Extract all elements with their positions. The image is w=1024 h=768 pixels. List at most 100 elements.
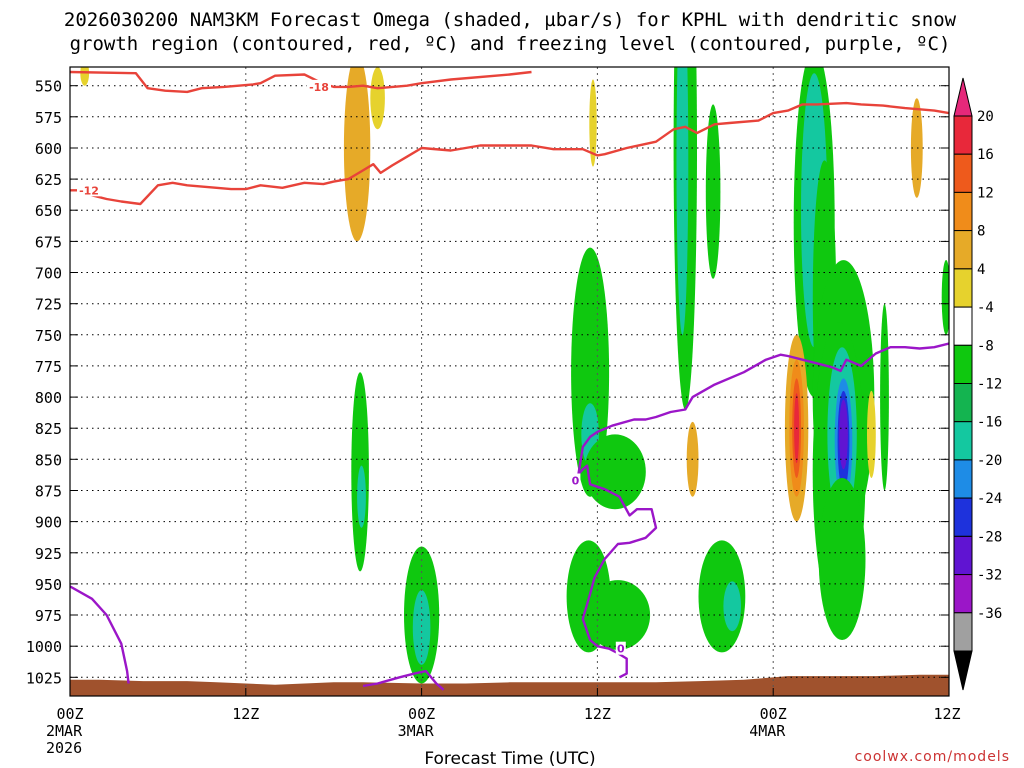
omega-blob-35 (867, 390, 876, 478)
y-tick-label-600: 600 (35, 140, 62, 158)
freezing-contour-1 (362, 669, 445, 691)
y-tick-label-875: 875 (35, 483, 62, 501)
colorbar-swatch-9 (953, 459, 973, 499)
omega-blob-1 (370, 67, 385, 130)
y-axis-ticks: 550 575 600 625 650 675 700 725 750 775 800 825 850 8… (26, 78, 949, 687)
x-tick-date-0: 2MAR (46, 722, 83, 740)
colorbar-label-8: -16 (977, 415, 1002, 431)
colorbar-label-2: 12 (977, 185, 994, 201)
x-tick-label-12: 12Z (232, 705, 259, 723)
colorbar-swatch-12 (953, 574, 973, 614)
ground-surface (70, 674, 949, 696)
x-axis-label: Forecast Time (UTC) (424, 749, 595, 768)
x-tick-date-48: 4MAR (749, 722, 786, 740)
colorbar-swatch-6 (953, 344, 973, 385)
colorbar-label-9: -20 (977, 453, 1002, 469)
y-tick-label-775: 775 (35, 358, 62, 376)
x-tick-date-24: 3MAR (398, 722, 435, 740)
dendritic-contour-1 (70, 101, 949, 206)
colorbar-label-13: -36 (977, 606, 1002, 622)
y-tick-label-825: 825 (35, 420, 62, 438)
colorbar-label-10: -24 (977, 491, 1002, 507)
colorbar-swatch-0 (953, 115, 973, 155)
x-tick-label-36: 12Z (584, 705, 611, 723)
colorbar-swatch-7 (953, 383, 973, 423)
ground-surface-fill (70, 674, 949, 696)
colorbar-swatch-8 (953, 421, 973, 461)
colorbar-label-6: -8 (977, 338, 994, 354)
y-tick-label-800: 800 (35, 389, 62, 407)
colorbar-swatch-1 (953, 153, 973, 193)
x-tick-label-60: 12Z (933, 705, 960, 723)
y-tick-label-975: 975 (35, 607, 62, 625)
y-tick-label-850: 850 (35, 451, 62, 469)
freezing-contour-3 (577, 342, 949, 475)
colorbar-swatch-13 (953, 612, 973, 652)
contour-labels: -18 -12 0 0 (77, 79, 626, 656)
colorbar-swatch-10 (953, 497, 973, 537)
contour-lines (70, 70, 949, 691)
omega-blob-10 (584, 434, 646, 510)
omega-blob-12 (585, 580, 651, 650)
colorbar-swatch-5 (953, 306, 973, 346)
chart-title-line2: growth region (contoured, red, ºC) and f… (70, 33, 951, 55)
colorbar-swatch-4 (953, 268, 973, 308)
omega-blob-14 (676, 67, 689, 335)
y-tick-label-700: 700 (35, 265, 62, 283)
omega-blob-26 (839, 399, 848, 470)
y-tick-label-950: 950 (35, 576, 62, 594)
freezing-label-1: 0 (572, 475, 580, 488)
dendritic-label-bg-0 (307, 79, 331, 93)
colorbar-label-0: 20 (977, 109, 994, 125)
freezing-contour-0 (70, 585, 130, 684)
colorbar-label-4: 4 (977, 262, 985, 278)
colorbar-label-1: 16 (977, 147, 994, 163)
x-tick-label-24: 00Z (408, 705, 435, 723)
x-tick-year-0: 2026 (46, 739, 82, 757)
credit-label: coolwx.com/models (855, 749, 1010, 765)
chart-title-line1: 2026030200 NAM3KM Forecast Omega (shaded… (64, 9, 957, 31)
colorbar-swatch-11 (953, 535, 973, 576)
omega-blob-8 (571, 247, 610, 497)
y-tick-label-675: 675 (35, 233, 62, 251)
freezing-label-2: 0 (617, 643, 625, 656)
omega-blob-15 (705, 104, 721, 279)
colorbar-top-arrow (953, 77, 973, 117)
y-tick-label-900: 900 (35, 514, 62, 532)
grid-lines (70, 67, 949, 696)
freezing-label-bg-2 (615, 641, 626, 655)
colorbar-swatch-2 (953, 191, 973, 232)
y-tick-label-1000: 1000 (26, 638, 62, 656)
colorbar-bottom-arrow (953, 650, 973, 691)
colorbar-label-3: 8 (977, 224, 985, 240)
y-tick-label-625: 625 (35, 171, 62, 189)
omega-blob-29 (941, 260, 949, 335)
dendritic-contour-0 (70, 70, 532, 94)
colorbar-label-12: -32 (977, 568, 1002, 584)
colorbar-label-11: -28 (977, 529, 1002, 545)
y-tick-label-750: 750 (35, 327, 62, 345)
y-tick-label-725: 725 (35, 296, 62, 314)
omega-blob-27 (818, 478, 866, 640)
omega-blob-5 (357, 465, 366, 528)
colorbar: 20 16 12 8 4 -4 -8 -12 -16 -20 -24 -28 -32 -36 (953, 77, 1002, 691)
plot-frame (69, 66, 950, 697)
freezing-label-bg-1 (570, 473, 581, 487)
dendritic-label-bg-1 (77, 183, 101, 197)
y-tick-label-925: 925 (35, 545, 62, 563)
x-tick-label-0: 00Z (56, 705, 83, 723)
omega-blob-17 (723, 581, 741, 632)
x-tick-label-48: 00Z (760, 705, 787, 723)
colorbar-label-5: -4 (977, 300, 994, 316)
colorbar-label-7: -12 (977, 377, 1002, 393)
y-tick-label-1025: 1025 (26, 669, 62, 687)
freezing-contour-2 (577, 464, 658, 679)
colorbar-swatch-3 (953, 230, 973, 270)
y-tick-label-575: 575 (35, 109, 62, 127)
dendritic-label-1: -12 (79, 184, 99, 197)
omega-blob-0 (343, 67, 371, 242)
dendritic-label-0: -18 (309, 81, 329, 94)
y-tick-label-550: 550 (35, 78, 62, 96)
